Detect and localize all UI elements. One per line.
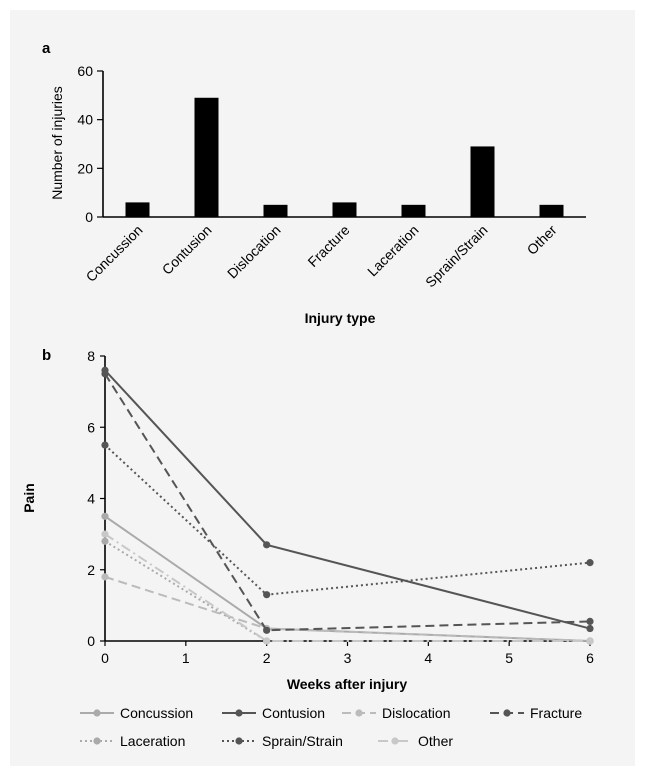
point-other-2: [263, 637, 271, 645]
panel-a-label: a: [42, 40, 51, 57]
point-laceration-0: [101, 537, 109, 545]
panel-b-x-tick-label: 4: [424, 650, 432, 666]
bar-concussion: [125, 202, 150, 217]
point-fracture-6: [586, 617, 594, 626]
legend-item-concussion: Concussion: [80, 705, 193, 721]
point-sprain-strain-2: [263, 591, 271, 599]
legend-swatch-marker: [235, 737, 243, 745]
legend-swatch-marker: [503, 709, 511, 717]
legend-swatch-marker: [235, 709, 243, 717]
bar-fracture: [332, 202, 357, 217]
bar-other: [539, 204, 564, 217]
panel-b-x-tick-label: 3: [344, 650, 352, 666]
series-line-other: [104, 533, 590, 642]
bar-dislocation: [263, 204, 288, 217]
legend-item-fracture: Fracture: [490, 705, 582, 721]
panel-b-x-tick-label: 0: [101, 650, 109, 666]
panel-b-y-tick-label: 6: [87, 419, 95, 435]
series-sprain-strain: [101, 441, 594, 599]
panel-b-x-tick-label: 6: [586, 650, 594, 666]
series-contusion: [101, 366, 594, 633]
panel-a-y-tick-label: 20: [77, 160, 93, 176]
panel-b-x-axis-title: Weeks after injury: [287, 676, 408, 692]
panel-b-x-tick-label: 5: [505, 650, 513, 666]
series-line-fracture: [104, 373, 591, 632]
legend-item-dislocation: Dislocation: [342, 705, 450, 721]
point-other-6: [586, 637, 594, 645]
panel-b-legend: Concussion Contusion Dislocation Fracture La…: [80, 705, 582, 749]
point-sprain-strain-0: [101, 441, 109, 449]
panel-b-label: b: [42, 347, 51, 364]
point-concussion-0: [101, 512, 109, 520]
point-other-0: [101, 530, 109, 538]
legend-swatch-marker: [93, 709, 101, 717]
panel-b-x-tick-label: 1: [182, 650, 190, 666]
panel-b-y-tick-label: 2: [87, 562, 95, 578]
legend-label-laceration: Laceration: [120, 733, 185, 749]
point-sprain-strain-6: [586, 559, 594, 567]
panel-a-y-tick-label: 60: [77, 63, 93, 79]
series-fracture: [101, 370, 594, 634]
legend-label-contusion: Contusion: [262, 705, 325, 721]
panel-b-y-tick-label: 0: [87, 633, 95, 649]
bar-sprain-strain: [470, 146, 495, 217]
legend-label-other: Other: [418, 733, 453, 749]
legend-label-concussion: Concussion: [120, 705, 193, 721]
point-contusion-2: [263, 541, 271, 549]
panel-b-x-tick-label: 2: [263, 650, 271, 666]
panel-b-y-tick-label: 4: [87, 491, 95, 507]
panel-a-y-ticks: 0 20 40 60: [77, 63, 103, 225]
series-other: [101, 530, 594, 645]
legend-item-other: Other: [378, 733, 453, 749]
panel-a-bars: [125, 97, 564, 217]
point-contusion-6: [586, 624, 594, 633]
panel-b-x-ticks: 0 1 2 3 4 5 6: [101, 641, 594, 666]
panel-a-y-tick-label: 0: [85, 209, 93, 225]
legend-swatch-marker: [391, 737, 399, 745]
panel-b-y-ticks: 0 2 4 6 8: [87, 348, 105, 649]
panel-b-y-axis-title: Pain: [21, 483, 37, 513]
bar-laceration: [401, 204, 426, 217]
legend-label-dislocation: Dislocation: [382, 705, 450, 721]
legend-label-fracture: Fracture: [530, 705, 582, 721]
legend-swatch-marker: [355, 709, 363, 717]
legend-swatch-marker: [93, 737, 101, 745]
legend-item-sprain-strain: Sprain/Strain: [222, 733, 343, 749]
bar-contusion: [194, 97, 219, 217]
panel-a-y-axis-title: Number of injuries: [49, 86, 65, 200]
point-fracture-2: [263, 626, 271, 634]
legend-label-sprain-strain: Sprain/Strain: [262, 733, 343, 749]
panel-a-x-axis-title: Injury type: [305, 310, 376, 326]
legend-item-contusion: Contusion: [222, 705, 325, 721]
point-dislocation-0: [101, 573, 109, 581]
legend-item-laceration: Laceration: [80, 733, 185, 749]
panel-b-y-tick-label: 8: [87, 348, 95, 364]
panel-b-series: [101, 366, 594, 645]
point-fracture-0: [101, 370, 109, 378]
panel-a-y-tick-label: 40: [77, 112, 93, 128]
